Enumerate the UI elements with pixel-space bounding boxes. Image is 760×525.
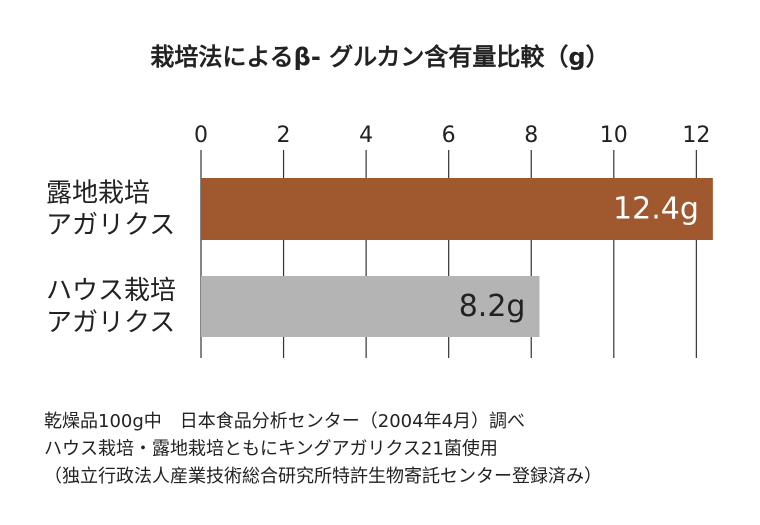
- x-tick-label: 4: [359, 123, 373, 148]
- value-label: 12.4g: [613, 192, 699, 227]
- x-tick-label: 8: [524, 123, 538, 148]
- x-tick-label: 0: [194, 123, 208, 148]
- y-tick-label: アガリクス: [46, 308, 175, 338]
- x-tick-label: 12: [682, 123, 710, 148]
- footnote: ハウス栽培・露地栽培ともにキングアガリクス21菌使用: [44, 439, 498, 460]
- footnote: 乾燥品100g中 日本食品分析センター（2004年4月）調べ: [44, 411, 525, 432]
- y-tick-label: ハウス栽培: [46, 276, 176, 306]
- x-tick-label: 10: [600, 123, 628, 148]
- x-tick-label: 6: [442, 123, 456, 148]
- value-label: 8.2g: [459, 289, 526, 324]
- y-tick-label: アガリクス: [46, 211, 175, 241]
- y-tick-label: 露地栽培: [46, 179, 150, 209]
- footnote: （独立行政法人産業技術総合研究所特許生物寄託センター登録済み）: [44, 466, 602, 487]
- bar: [201, 276, 540, 337]
- x-tick-label: 2: [277, 123, 291, 148]
- chart-title: 栽培法によるβ- グルカン含有量比較（g）: [150, 43, 609, 71]
- bar: [201, 178, 713, 240]
